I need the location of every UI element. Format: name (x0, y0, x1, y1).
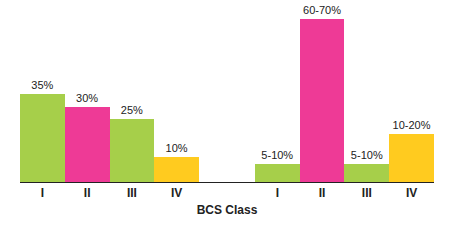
svg-text:III: III (362, 186, 372, 200)
svg-text:10-20%: 10-20% (393, 119, 431, 131)
svg-text:5-10%: 5-10% (351, 149, 383, 161)
svg-text:BCS Class: BCS Class (197, 203, 258, 217)
svg-text:IV: IV (406, 186, 417, 200)
svg-text:25%: 25% (121, 104, 143, 116)
svg-text:60-70%: 60-70% (303, 4, 341, 16)
svg-text:II: II (319, 186, 326, 200)
svg-text:I: I (276, 186, 279, 200)
svg-text:I: I (41, 186, 44, 200)
svg-text:5-10%: 5-10% (261, 149, 293, 161)
svg-text:35%: 35% (31, 79, 53, 91)
svg-text:II: II (84, 186, 91, 200)
svg-text:10%: 10% (166, 142, 188, 154)
svg-text:III: III (127, 186, 137, 200)
svg-text:IV: IV (171, 186, 182, 200)
svg-text:30%: 30% (76, 92, 98, 104)
